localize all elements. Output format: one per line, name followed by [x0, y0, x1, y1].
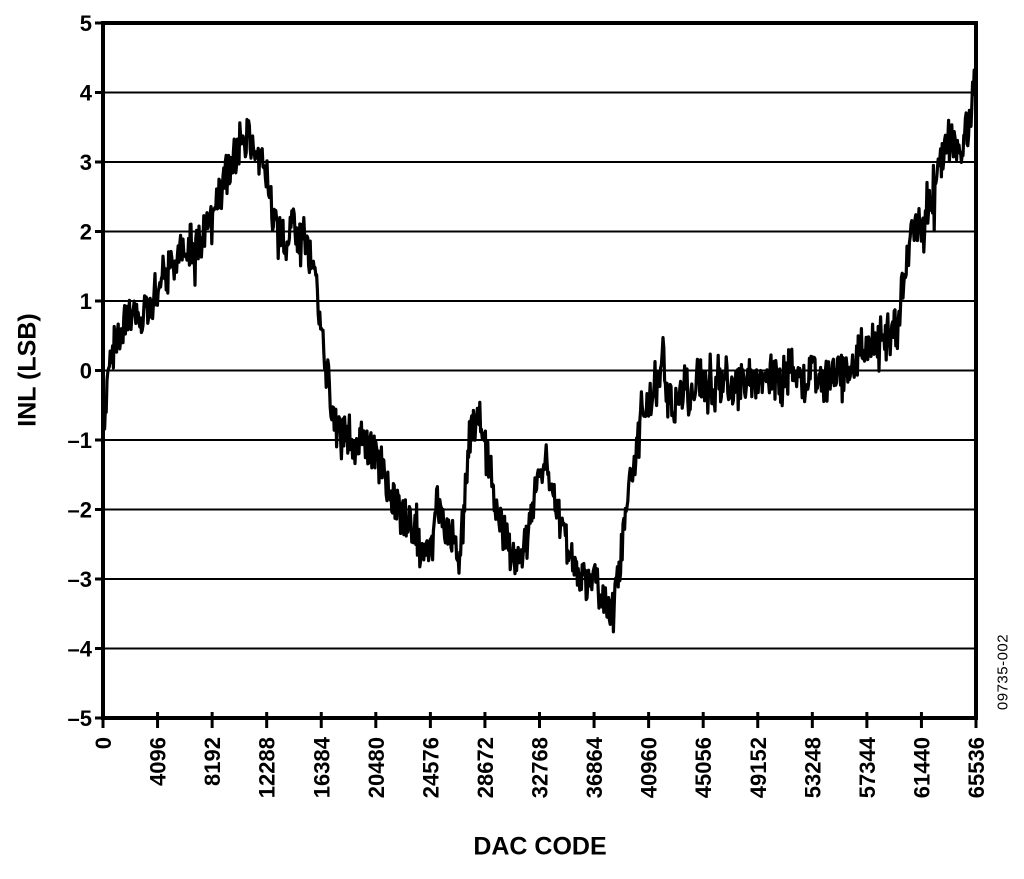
- x-tick-label: 12288: [255, 737, 280, 798]
- x-tick-label: 28672: [473, 737, 498, 798]
- x-tick-label: 61440: [909, 737, 934, 798]
- x-tick-label: 32768: [528, 737, 553, 798]
- x-tick-label: 8192: [200, 737, 225, 786]
- x-tick-label: 40960: [637, 737, 662, 798]
- y-tick-label: –2: [68, 498, 92, 523]
- x-tick-label: 49152: [746, 737, 771, 798]
- x-tick-label: 16384: [309, 736, 334, 798]
- y-tick-label: –5: [68, 706, 92, 731]
- y-tick-label: 4: [80, 81, 93, 106]
- inl-trace: [101, 68, 978, 634]
- y-tick-label: –3: [68, 567, 92, 592]
- x-tick-label: 24576: [418, 737, 443, 798]
- y-tick-label: 5: [80, 11, 92, 36]
- y-tick-label: 0: [80, 359, 92, 384]
- x-tick-label: 36864: [582, 736, 607, 798]
- y-tick-label: –1: [68, 428, 92, 453]
- x-tick-label: 4096: [146, 737, 171, 786]
- x-tick-label: 53248: [800, 737, 825, 798]
- x-tick-label: 0: [91, 737, 116, 749]
- y-tick-label: 1: [80, 289, 92, 314]
- y-axis-title: INL (LSB): [13, 313, 42, 427]
- x-tick-label: 20480: [364, 737, 389, 798]
- x-axis-title: DAC CODE: [473, 832, 607, 861]
- x-tick-label: 57344: [855, 736, 880, 798]
- x-tick-label: 65536: [964, 737, 989, 798]
- y-tick-label: –4: [68, 637, 93, 662]
- y-tick-label: 3: [80, 150, 92, 175]
- figure-number: 09735-002: [994, 633, 1012, 711]
- y-tick-label: 2: [80, 220, 92, 245]
- x-tick-label: 45056: [691, 737, 716, 798]
- plot-frame: [101, 21, 978, 720]
